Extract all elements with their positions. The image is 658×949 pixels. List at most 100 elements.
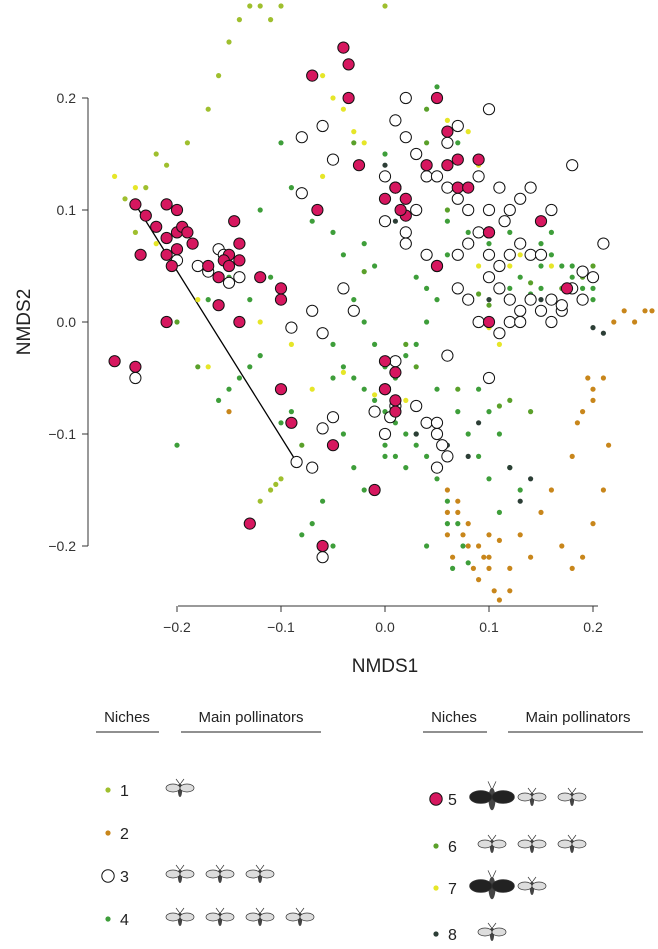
niche-3-point (306, 304, 319, 317)
niche-5-point (389, 181, 402, 194)
niche-5-point (337, 41, 350, 54)
niche-6-point (403, 341, 409, 347)
niche-4-point (413, 442, 419, 448)
niche-6-point (424, 106, 430, 112)
niche-1-point (278, 476, 284, 482)
niche-5-point (462, 181, 475, 194)
niche-3-point (233, 271, 246, 284)
niche-6-point (413, 364, 419, 370)
niche-4-point (548, 252, 555, 258)
niche-2-point (444, 532, 450, 538)
niche-1-point (153, 151, 159, 157)
niche-5-point (228, 215, 241, 228)
niche-3-point (326, 153, 340, 166)
niche-5-point (342, 91, 355, 105)
niche-4-point (424, 285, 430, 291)
niche-3-point (295, 131, 308, 144)
niche-4-point (486, 409, 492, 415)
niche-6-point (496, 403, 502, 409)
niche-5-point (326, 439, 340, 452)
niche-4-point (444, 218, 450, 224)
niche-4-point (434, 84, 440, 90)
niche-1-point (382, 3, 388, 9)
niche-4-point (455, 521, 461, 527)
niche-1-point (268, 17, 274, 23)
niche-4-point (434, 476, 440, 482)
niche-1-point (164, 162, 170, 168)
niche-5-point (441, 159, 454, 172)
niche-2-point (507, 565, 513, 572)
niche-3-point (316, 422, 329, 435)
niche-4-point (340, 364, 346, 370)
niche-3-point (290, 455, 303, 469)
niche-5-point (389, 394, 402, 407)
niche-1-point (143, 185, 149, 191)
niche-5-point (274, 282, 288, 295)
niche-2-point (632, 319, 638, 325)
niche-4-point (455, 140, 461, 146)
niche-3-point (524, 293, 537, 306)
niche-3-point (514, 315, 527, 329)
niche-3-point (482, 371, 496, 385)
niche-1-point (226, 39, 232, 45)
niche-6-point (528, 280, 534, 286)
wasp-icon (285, 907, 315, 926)
niche-4-point (444, 521, 450, 527)
niche-5-point (129, 198, 142, 211)
niche-3-point (482, 103, 496, 116)
niche-5-point (394, 203, 407, 217)
niche-2-point (600, 487, 607, 493)
niche-4-point (403, 353, 409, 359)
niche-3-point (472, 226, 485, 239)
niche-5-point (430, 259, 444, 273)
niche-5-point (378, 192, 392, 205)
niche-3-point (347, 304, 360, 317)
niche-1-point (247, 3, 253, 9)
legend-marker (429, 792, 443, 806)
niche-5-point (108, 355, 121, 368)
small-moth-icon (517, 876, 547, 895)
niche-4-point (465, 229, 471, 235)
x-tick-label: −0.1 (267, 619, 295, 635)
legend-marker (433, 885, 439, 891)
niche-2-point (460, 532, 466, 538)
niche-3-point (493, 327, 506, 340)
niche-7-point (444, 117, 450, 123)
niche-3-point (285, 321, 298, 334)
niche-4-point (538, 241, 544, 247)
niche-4-point (372, 341, 378, 347)
niche-2-point (590, 386, 596, 392)
legend-marker (105, 787, 111, 793)
niche-3-point (191, 259, 204, 273)
niche-3-point (482, 203, 496, 217)
niche-2-point (470, 565, 476, 572)
niche-7-point (132, 185, 138, 191)
niche-7-point (257, 319, 263, 325)
niche-2-point (465, 521, 471, 527)
niche-4-point (340, 252, 346, 258)
niche-5-point (160, 231, 173, 245)
y-ticks: −0.2 −0.1 0.0 0.1 0.2 (48, 90, 88, 554)
niche-3-point (451, 248, 464, 261)
niche-2-point (486, 554, 492, 560)
niche-5-point (160, 198, 173, 211)
niche-3-point (295, 187, 308, 200)
niche-5-point (139, 209, 152, 222)
niche-8-point (486, 297, 492, 303)
niche-4-point (465, 560, 471, 566)
x-tick-label: 0.1 (479, 619, 499, 635)
niche-4-point (278, 140, 284, 146)
y-tick-label: −0.2 (48, 538, 76, 554)
niche-2-point (580, 409, 586, 415)
niche-4-point (538, 285, 544, 291)
niche-4-point (361, 386, 367, 392)
niche-8-point (413, 431, 419, 437)
niche-5-point (420, 159, 433, 172)
niche-4-point (538, 263, 544, 269)
x-tick-label: −0.2 (163, 619, 191, 635)
niche-5-point (233, 237, 246, 250)
niche-4-point (351, 465, 357, 471)
niche-3-point (399, 131, 412, 144)
niche-4-point (444, 252, 450, 258)
niche-4-point (580, 285, 586, 291)
